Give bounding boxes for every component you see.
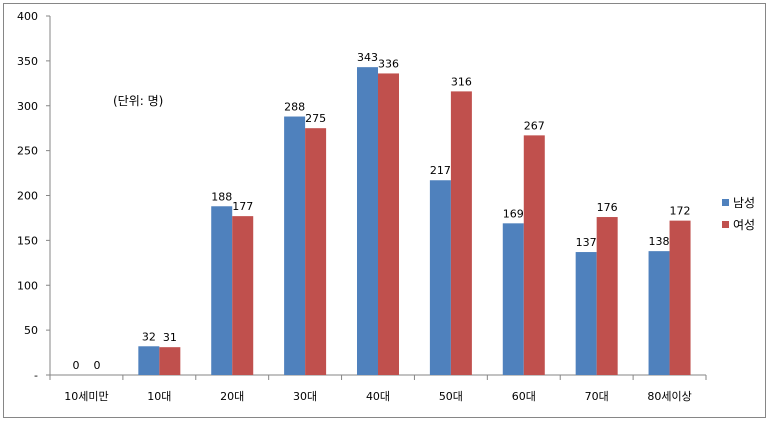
legend-label: 남성 xyxy=(733,196,755,210)
y-tick-label: 400 xyxy=(17,10,38,23)
y-axis: - 50 100 150 200 250 300 350 400 xyxy=(17,10,51,382)
data-label: 138 xyxy=(649,235,670,248)
x-axis: 10세미만 10대 20대 30대 40대 50대 60대 70대 80세이상 xyxy=(49,374,707,403)
data-label: 137 xyxy=(576,236,597,249)
x-tick-label: 40대 xyxy=(366,390,390,403)
y-tick-label: 300 xyxy=(17,100,38,113)
bar-male xyxy=(284,116,306,376)
y-tick-label: 100 xyxy=(17,279,38,292)
bar-male xyxy=(429,180,451,375)
y-tick-label: 50 xyxy=(24,324,38,337)
legend-swatch xyxy=(722,199,729,206)
data-label: 172 xyxy=(670,205,691,218)
legend-swatch xyxy=(722,221,729,228)
x-tick-label: 20대 xyxy=(220,390,244,403)
data-labels: 0 32 188 288 343 217 169 137 138 0 31 177 275 336 316 2… xyxy=(72,51,690,372)
data-label: 0 xyxy=(93,359,100,372)
y-tick-label: - xyxy=(34,369,38,382)
y-tick-label: 200 xyxy=(17,190,38,203)
x-tick-label: 10대 xyxy=(147,390,171,403)
bar-female xyxy=(159,347,181,375)
bars xyxy=(138,67,691,376)
data-label: 267 xyxy=(524,119,545,132)
data-label: 275 xyxy=(305,112,326,125)
data-label: 169 xyxy=(503,207,524,220)
bar-male xyxy=(575,252,597,375)
bar-male xyxy=(357,67,378,375)
x-tick-label: 80세이상 xyxy=(647,390,691,403)
x-tick-label: 30대 xyxy=(293,390,317,403)
data-label: 217 xyxy=(430,164,451,177)
x-tick-label: 50대 xyxy=(439,390,463,403)
y-tick-label: 350 xyxy=(17,55,38,68)
legend-label: 여성 xyxy=(733,218,755,232)
unit-annotation: (단위: 명) xyxy=(113,94,163,108)
bar-female xyxy=(232,216,254,375)
data-label: 31 xyxy=(163,331,177,344)
bar-male xyxy=(502,223,524,375)
bar-female xyxy=(669,220,691,375)
bar-female xyxy=(596,217,618,375)
data-label: 343 xyxy=(357,51,378,64)
bar-male xyxy=(138,346,160,375)
data-label: 176 xyxy=(597,201,618,214)
data-label: 177 xyxy=(232,200,253,213)
bar-male xyxy=(648,251,670,375)
y-tick-label: 150 xyxy=(17,234,38,247)
x-tick-label: 70대 xyxy=(585,390,609,403)
data-label: 316 xyxy=(451,75,472,88)
bar-female xyxy=(305,128,327,375)
data-label: 0 xyxy=(72,359,79,372)
x-tick-label: 10세미만 xyxy=(64,390,108,403)
x-tick-label: 60대 xyxy=(512,390,536,403)
bar-female xyxy=(450,91,472,375)
bar-male xyxy=(211,206,233,375)
data-label: 32 xyxy=(142,330,156,343)
bar-female xyxy=(523,135,545,375)
data-label: 336 xyxy=(378,57,399,70)
bar-female xyxy=(378,73,399,375)
y-tick-label: 250 xyxy=(17,145,38,158)
data-label: 188 xyxy=(211,190,232,203)
data-label: 288 xyxy=(284,101,305,114)
